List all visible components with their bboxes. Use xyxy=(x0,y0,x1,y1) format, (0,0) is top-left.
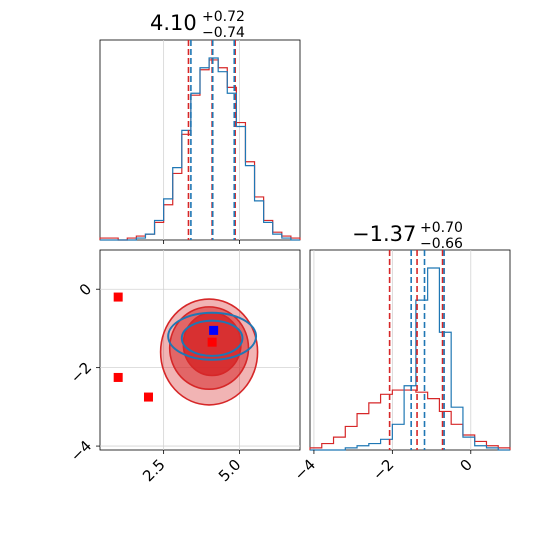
hist-param-1-bin-blue xyxy=(191,93,200,240)
hist-param-2-bin-blue xyxy=(428,268,440,450)
scatter-contours xyxy=(159,298,259,406)
hist-param-2-quantile-lines xyxy=(388,250,445,450)
hist-param-2-title-median: −1.37 xyxy=(352,222,416,246)
scatter-x-ticks: 2.5 5.0 xyxy=(139,450,245,486)
blue-marker xyxy=(209,325,219,335)
scatter-y-ticks: −4 −2 0 xyxy=(67,280,100,465)
panel-2d-density: 2.5 5.0 −4 −2 0 xyxy=(67,249,301,486)
hist-param-1-bin-blue xyxy=(273,234,282,240)
hist-param-1-quantile-lines xyxy=(187,40,236,240)
red-marker xyxy=(113,292,123,302)
hist-param-1-bin-blue xyxy=(218,72,227,240)
panel-hist-param-2-frame xyxy=(309,249,511,451)
hist-param-1-bin-blue xyxy=(173,168,182,240)
hist-param-2-bin-red xyxy=(322,444,334,450)
hist-param-2-tick-label: −2 xyxy=(369,456,397,484)
blue-contour xyxy=(167,311,258,361)
hist-param-1-bin-blue xyxy=(245,166,254,240)
hist-param-2-bin-blue xyxy=(345,448,357,450)
panel-2d-density-frame xyxy=(99,249,301,451)
hist-param-2-bin-blue xyxy=(439,332,451,450)
hist-param-2-bin-blue xyxy=(381,439,393,450)
hist-param-1-bin-blue xyxy=(200,68,209,240)
scatter-y-tick-label: −2 xyxy=(67,358,95,386)
hist-param-2-series xyxy=(309,267,511,451)
scatter-x-tick-label: 2.5 xyxy=(139,456,169,486)
hist-param-1-bin-blue xyxy=(164,199,173,240)
panel-hist-param-2: −4 −2 0 −1.37 +0.70 −0.66 xyxy=(291,220,511,484)
hist-param-2-bin-blue xyxy=(404,386,416,450)
hist-param-2-bin-red xyxy=(334,437,346,450)
hist-param-2-bin-blue xyxy=(486,448,498,450)
hist-param-1-title-plus: +0.72 xyxy=(202,9,245,25)
hist-param-1-bin-blue xyxy=(209,58,218,240)
hist-param-2-tick-label: 0 xyxy=(456,456,475,475)
hist-param-2-title-minus: −0.66 xyxy=(420,236,463,252)
red-marker xyxy=(143,392,153,402)
blue-contour xyxy=(180,319,244,357)
hist-param-2-bin-blue xyxy=(451,407,463,450)
hist-param-2-tick-label: −4 xyxy=(291,456,319,484)
hist-param-2-bin-blue xyxy=(463,437,475,450)
hist-param-2-bin-red xyxy=(369,403,381,450)
hist-param-2-bin-red xyxy=(357,414,369,450)
hist-param-1-bin-blue xyxy=(155,220,164,240)
panel-hist-param-1-frame xyxy=(99,39,301,241)
hist-param-1-bin-blue xyxy=(255,201,264,240)
hist-param-2-title: −1.37 xyxy=(352,222,416,246)
hist-param-1-ticks xyxy=(163,240,240,244)
hist-param-2-step-red xyxy=(309,389,511,450)
hist-param-1-bin-blue xyxy=(282,238,291,240)
hist-param-1-step-blue xyxy=(100,57,300,241)
hist-param-2-title-plus: +0.70 xyxy=(420,220,463,236)
hist-param-1-bin-blue xyxy=(264,222,273,240)
hist-param-2-gridlines xyxy=(313,250,472,450)
hist-param-1-bin-blue xyxy=(145,234,154,240)
hist-param-2-bin-blue xyxy=(369,444,381,450)
hist-param-1-title: 4.10 xyxy=(150,11,197,35)
hist-param-1-series xyxy=(99,57,301,241)
scatter-y-tick-label: 0 xyxy=(76,280,95,299)
scatter-truth-points xyxy=(113,292,219,402)
hist-param-2-bin-blue xyxy=(357,446,369,450)
hist-param-2-step-blue xyxy=(310,267,510,451)
red-marker xyxy=(113,372,123,382)
hist-param-1-title-median: 4.10 xyxy=(150,11,197,35)
hist-param-2-bin-red xyxy=(345,426,357,450)
hist-param-1-bin-blue xyxy=(136,238,145,240)
red-marker xyxy=(207,337,217,347)
hist-param-2-bin-blue xyxy=(392,424,404,450)
scatter-x-tick-label: 5.0 xyxy=(215,456,245,486)
hist-param-2-bin-blue xyxy=(475,446,487,450)
hist-param-2-ticks: −4 −2 0 xyxy=(291,450,476,484)
hist-param-1-bin-blue xyxy=(236,126,245,240)
scatter-y-tick-label: −4 xyxy=(67,437,95,465)
hist-param-1-title-minus: −0.74 xyxy=(202,25,245,41)
panel-hist-param-1: 4.10 +0.72 −0.74 xyxy=(99,9,301,244)
hist-param-1-bin-blue xyxy=(182,130,191,240)
